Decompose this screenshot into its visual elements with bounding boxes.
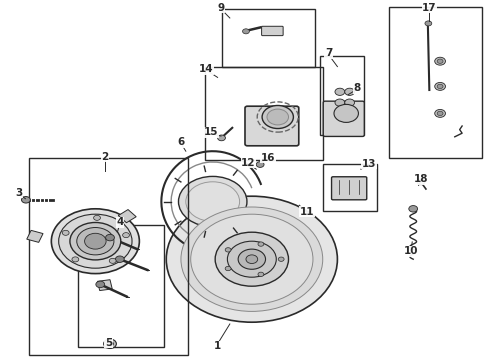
Circle shape	[436, 84, 442, 89]
Circle shape	[190, 214, 312, 304]
Circle shape	[408, 206, 417, 212]
Text: 14: 14	[199, 64, 213, 74]
Circle shape	[266, 109, 288, 125]
Text: 11: 11	[299, 207, 314, 217]
Circle shape	[434, 57, 445, 65]
Circle shape	[84, 233, 106, 249]
Circle shape	[185, 182, 239, 221]
Text: 7: 7	[324, 48, 332, 58]
Circle shape	[70, 222, 121, 260]
Bar	[27, 230, 43, 242]
FancyBboxPatch shape	[261, 26, 283, 36]
FancyBboxPatch shape	[331, 177, 366, 200]
Bar	[388, 7, 481, 158]
Text: 17: 17	[421, 3, 436, 13]
Circle shape	[166, 196, 337, 322]
Circle shape	[258, 272, 264, 276]
Circle shape	[115, 256, 124, 262]
Circle shape	[344, 99, 354, 106]
Circle shape	[344, 88, 354, 95]
Circle shape	[424, 21, 431, 26]
Circle shape	[242, 29, 249, 34]
Circle shape	[105, 234, 114, 241]
Circle shape	[258, 242, 264, 246]
Circle shape	[181, 207, 322, 311]
Text: 1: 1	[214, 341, 221, 351]
Circle shape	[217, 135, 225, 141]
Circle shape	[434, 82, 445, 90]
Bar	[205, 67, 322, 160]
Circle shape	[256, 162, 264, 167]
Text: 3: 3	[15, 188, 22, 198]
Circle shape	[334, 88, 344, 95]
Circle shape	[103, 339, 116, 348]
Circle shape	[245, 255, 257, 264]
Circle shape	[227, 241, 276, 277]
Circle shape	[224, 248, 230, 252]
Circle shape	[436, 111, 442, 116]
Bar	[29, 158, 188, 355]
Text: 9: 9	[217, 3, 224, 13]
Text: 6: 6	[177, 137, 184, 147]
Circle shape	[72, 257, 79, 262]
Circle shape	[434, 109, 445, 117]
FancyBboxPatch shape	[323, 101, 364, 136]
Circle shape	[215, 232, 288, 286]
Circle shape	[436, 59, 442, 63]
Circle shape	[96, 281, 104, 288]
Circle shape	[21, 197, 30, 203]
Text: 15: 15	[203, 127, 218, 138]
Text: 16: 16	[260, 153, 275, 163]
Circle shape	[59, 214, 132, 268]
Text: 12: 12	[241, 158, 255, 168]
Bar	[222, 9, 315, 67]
Circle shape	[77, 228, 114, 255]
Circle shape	[278, 257, 284, 261]
Text: 5: 5	[105, 338, 112, 348]
Circle shape	[238, 249, 265, 269]
Bar	[118, 210, 136, 223]
Text: 18: 18	[413, 174, 428, 184]
Circle shape	[93, 215, 100, 220]
Bar	[97, 280, 112, 291]
Text: 13: 13	[361, 159, 376, 169]
Circle shape	[416, 179, 424, 185]
Bar	[78, 225, 163, 347]
Circle shape	[333, 104, 358, 122]
Circle shape	[109, 258, 116, 264]
Bar	[320, 56, 364, 135]
Text: 4: 4	[116, 217, 123, 228]
Circle shape	[51, 209, 139, 274]
Circle shape	[334, 99, 344, 106]
Bar	[322, 164, 376, 211]
Circle shape	[224, 266, 230, 271]
Circle shape	[106, 341, 113, 346]
Text: 8: 8	[353, 83, 360, 93]
FancyBboxPatch shape	[244, 106, 298, 146]
Circle shape	[262, 105, 293, 129]
Text: 2: 2	[102, 152, 108, 162]
Circle shape	[122, 233, 129, 238]
Text: 10: 10	[403, 246, 417, 256]
Circle shape	[62, 230, 69, 235]
Circle shape	[178, 176, 246, 227]
